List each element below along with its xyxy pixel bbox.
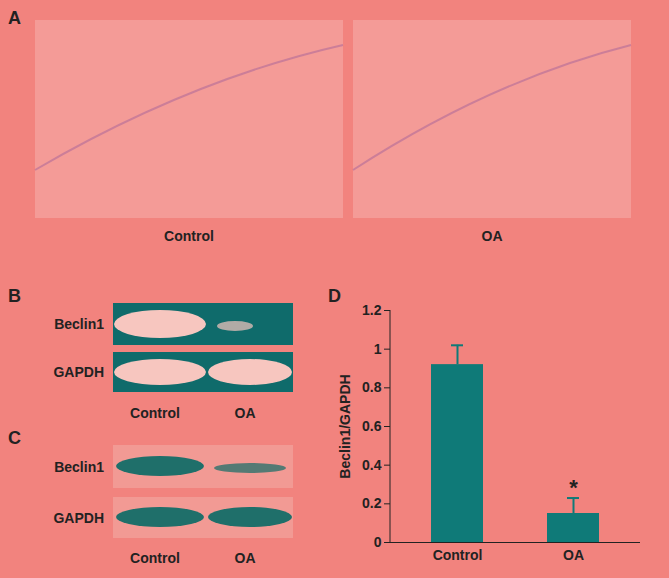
svg-text:OA: OA xyxy=(235,550,256,566)
svg-text:0.2: 0.2 xyxy=(362,495,382,511)
svg-text:0.6: 0.6 xyxy=(362,418,382,434)
svg-text:C: C xyxy=(8,428,21,448)
svg-text:OA: OA xyxy=(482,228,503,244)
svg-text:Control: Control xyxy=(130,405,180,421)
svg-text:Beclin1: Beclin1 xyxy=(54,316,104,332)
svg-text:0.4: 0.4 xyxy=(362,457,382,473)
svg-text:Control: Control xyxy=(164,228,214,244)
svg-text:1: 1 xyxy=(374,341,382,357)
svg-text:A: A xyxy=(8,8,21,28)
svg-text:D: D xyxy=(328,286,341,306)
svg-text:*: * xyxy=(569,475,578,500)
svg-text:B: B xyxy=(8,286,21,306)
svg-text:Beclin1/GAPDH: Beclin1/GAPDH xyxy=(337,374,353,478)
svg-text:0: 0 xyxy=(374,534,382,550)
svg-text:0.8: 0.8 xyxy=(362,379,382,395)
svg-text:Beclin1: Beclin1 xyxy=(54,459,104,475)
svg-text:OA: OA xyxy=(563,547,584,563)
svg-text:Control: Control xyxy=(130,550,180,566)
svg-text:OA: OA xyxy=(235,405,256,421)
svg-text:1.2: 1.2 xyxy=(362,302,382,318)
svg-text:Control: Control xyxy=(433,547,483,563)
svg-text:GAPDH: GAPDH xyxy=(53,364,104,380)
svg-text:GAPDH: GAPDH xyxy=(53,510,104,526)
